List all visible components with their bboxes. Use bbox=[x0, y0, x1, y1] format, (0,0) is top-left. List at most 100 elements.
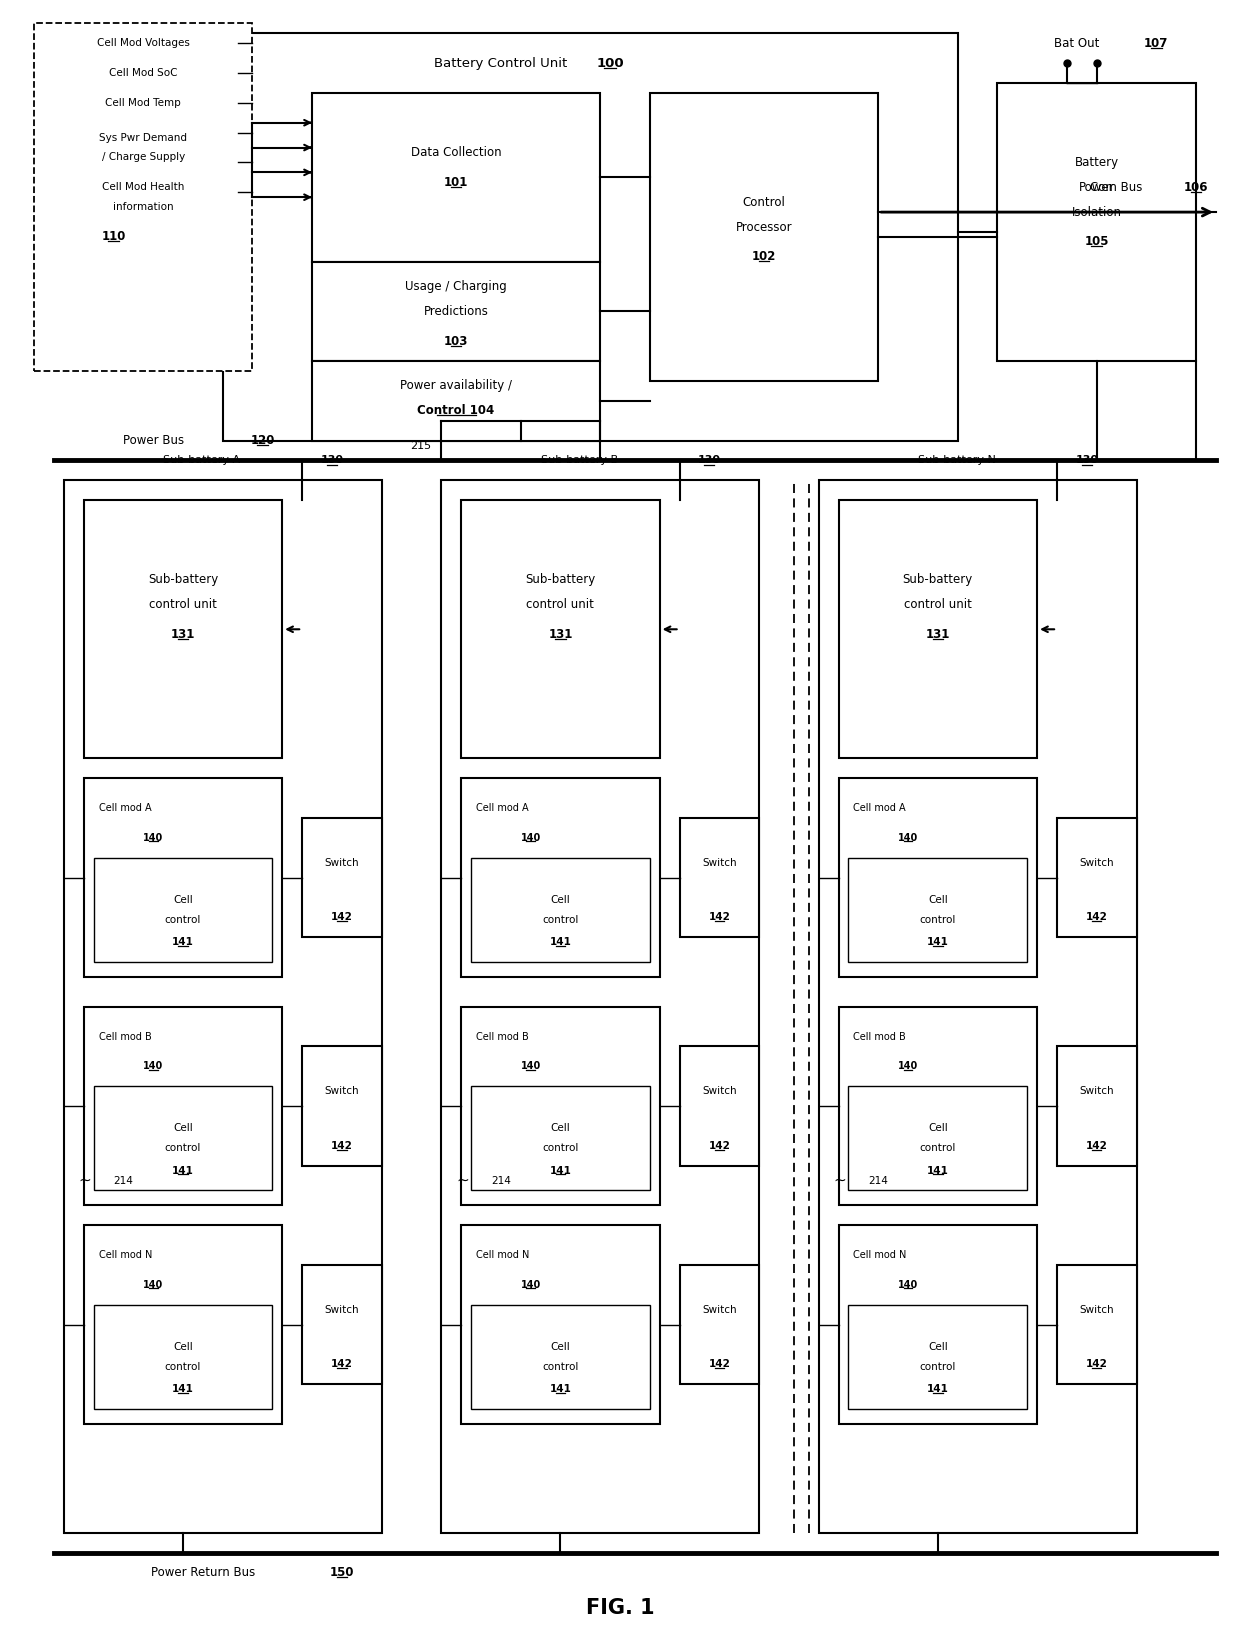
Text: Cell mod B: Cell mod B bbox=[98, 1032, 151, 1042]
Text: Control 104: Control 104 bbox=[418, 405, 495, 418]
Text: control: control bbox=[542, 914, 579, 925]
Text: 101: 101 bbox=[444, 175, 469, 188]
Text: Power Bus: Power Bus bbox=[123, 434, 184, 447]
Text: Cell mod B: Cell mod B bbox=[853, 1032, 906, 1042]
Bar bbox=[83, 1225, 283, 1423]
Bar bbox=[223, 33, 957, 441]
Text: Control: Control bbox=[743, 195, 785, 208]
Bar bbox=[838, 1007, 1037, 1206]
Text: 131: 131 bbox=[926, 627, 950, 640]
Text: Cell mod N: Cell mod N bbox=[476, 1250, 529, 1260]
Bar bbox=[312, 93, 600, 262]
Text: 140: 140 bbox=[143, 832, 164, 844]
Bar bbox=[680, 1047, 759, 1166]
Text: control: control bbox=[165, 1143, 201, 1153]
Text: 142: 142 bbox=[708, 912, 730, 922]
Text: control unit: control unit bbox=[527, 598, 594, 611]
Text: control: control bbox=[542, 1361, 579, 1371]
Bar bbox=[818, 480, 1137, 1533]
Text: Switch: Switch bbox=[1080, 1086, 1114, 1096]
Text: 141: 141 bbox=[172, 937, 193, 947]
Text: 131: 131 bbox=[171, 627, 195, 640]
Text: 214: 214 bbox=[491, 1176, 511, 1186]
Text: Sub-battery: Sub-battery bbox=[903, 573, 973, 586]
Text: 142: 142 bbox=[1086, 912, 1107, 922]
Text: 103: 103 bbox=[444, 334, 469, 347]
Text: 140: 140 bbox=[898, 1279, 918, 1289]
Text: / Charge Supply: / Charge Supply bbox=[102, 152, 185, 162]
Text: 140: 140 bbox=[521, 1279, 541, 1289]
Bar bbox=[93, 858, 273, 962]
Text: 110: 110 bbox=[102, 231, 125, 244]
Text: Cell: Cell bbox=[174, 894, 193, 904]
Text: 130: 130 bbox=[1075, 455, 1099, 465]
Bar bbox=[838, 500, 1037, 758]
Bar bbox=[848, 1086, 1027, 1191]
Bar bbox=[33, 23, 253, 372]
Text: control unit: control unit bbox=[149, 598, 217, 611]
Bar bbox=[312, 262, 600, 360]
Text: Isolation: Isolation bbox=[1071, 206, 1122, 218]
Text: control: control bbox=[920, 914, 956, 925]
Bar bbox=[1056, 1265, 1137, 1384]
Text: control: control bbox=[165, 914, 201, 925]
Text: Cell: Cell bbox=[928, 1124, 947, 1133]
Bar bbox=[471, 1086, 650, 1191]
Text: Usage / Charging: Usage / Charging bbox=[405, 280, 507, 293]
Text: Switch: Switch bbox=[1080, 858, 1114, 868]
Text: 142: 142 bbox=[331, 1140, 353, 1152]
Text: 142: 142 bbox=[331, 912, 353, 922]
Text: 142: 142 bbox=[331, 1360, 353, 1369]
Text: 130: 130 bbox=[320, 455, 343, 465]
Bar bbox=[471, 858, 650, 962]
Text: control: control bbox=[920, 1361, 956, 1371]
Text: Switch: Switch bbox=[325, 1086, 360, 1096]
Text: 141: 141 bbox=[549, 937, 572, 947]
Text: 140: 140 bbox=[143, 1279, 164, 1289]
Text: Power: Power bbox=[1079, 180, 1115, 193]
Text: Battery Control Unit: Battery Control Unit bbox=[434, 57, 568, 69]
Bar bbox=[83, 500, 283, 758]
Text: Cell: Cell bbox=[928, 1342, 947, 1351]
Bar bbox=[848, 858, 1027, 962]
Bar bbox=[461, 1225, 660, 1423]
Bar bbox=[441, 480, 759, 1533]
Text: Cell Mod Voltages: Cell Mod Voltages bbox=[97, 38, 190, 48]
Text: Power availability /: Power availability / bbox=[401, 380, 512, 393]
Text: 100: 100 bbox=[596, 57, 624, 69]
Bar bbox=[650, 93, 878, 382]
Text: 141: 141 bbox=[549, 1166, 572, 1176]
Bar bbox=[303, 1047, 382, 1166]
Text: Switch: Switch bbox=[702, 858, 737, 868]
Bar bbox=[1056, 817, 1137, 937]
Text: Cell: Cell bbox=[551, 894, 570, 904]
Text: Sub-battery B: Sub-battery B bbox=[541, 455, 618, 465]
Bar bbox=[1056, 1047, 1137, 1166]
Text: Cell mod A: Cell mod A bbox=[98, 803, 151, 812]
Text: 140: 140 bbox=[898, 1061, 918, 1071]
Text: control: control bbox=[165, 1361, 201, 1371]
Bar bbox=[848, 1305, 1027, 1409]
Text: Switch: Switch bbox=[702, 1305, 737, 1315]
Bar bbox=[838, 1225, 1037, 1423]
Text: 131: 131 bbox=[548, 627, 573, 640]
Text: control: control bbox=[542, 1143, 579, 1153]
Text: 102: 102 bbox=[751, 251, 776, 264]
Bar bbox=[461, 778, 660, 976]
Text: Cell: Cell bbox=[551, 1342, 570, 1351]
Text: 130: 130 bbox=[698, 455, 720, 465]
Text: Sub-battery: Sub-battery bbox=[526, 573, 595, 586]
Text: Switch: Switch bbox=[1080, 1305, 1114, 1315]
Text: Switch: Switch bbox=[325, 1305, 360, 1315]
Text: ∼: ∼ bbox=[78, 1173, 92, 1188]
Text: Cell: Cell bbox=[551, 1124, 570, 1133]
Text: 120: 120 bbox=[250, 434, 274, 447]
Text: 142: 142 bbox=[708, 1140, 730, 1152]
Text: 150: 150 bbox=[330, 1566, 355, 1579]
Text: 107: 107 bbox=[1145, 36, 1168, 49]
Bar bbox=[461, 1007, 660, 1206]
Text: Cell mod A: Cell mod A bbox=[476, 803, 528, 812]
Text: Predictions: Predictions bbox=[424, 305, 489, 318]
Text: Cell mod N: Cell mod N bbox=[98, 1250, 153, 1260]
Text: Sys Pwr Demand: Sys Pwr Demand bbox=[99, 133, 187, 143]
